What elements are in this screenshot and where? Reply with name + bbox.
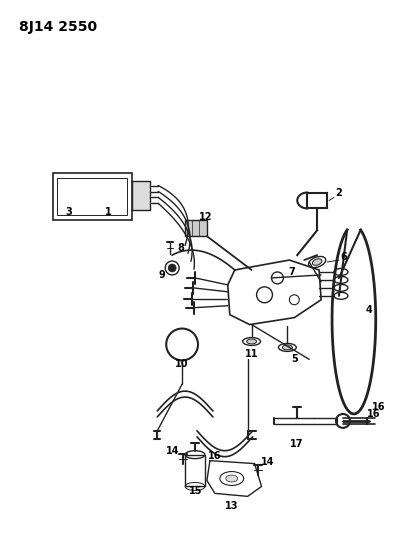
Text: 8: 8 (178, 243, 184, 253)
Text: 2: 2 (336, 188, 342, 198)
Bar (53, 173, 132, 220)
Text: 6: 6 (340, 252, 348, 262)
Text: 10: 10 (175, 359, 189, 369)
Text: 17: 17 (290, 439, 303, 449)
Text: 16: 16 (372, 402, 385, 412)
Ellipse shape (312, 259, 322, 265)
Bar (185, 220, 207, 236)
Text: 13: 13 (225, 502, 238, 511)
Text: 15: 15 (189, 487, 203, 496)
Text: 7: 7 (288, 267, 295, 277)
Bar (132, 181, 151, 211)
Bar (185, 455, 205, 487)
Text: 12: 12 (199, 212, 213, 222)
Text: 9: 9 (159, 270, 165, 280)
Ellipse shape (247, 339, 256, 344)
Text: 14: 14 (166, 446, 180, 456)
Text: 3: 3 (65, 207, 72, 217)
Text: 16: 16 (208, 451, 221, 461)
Ellipse shape (282, 345, 292, 350)
Text: 11: 11 (245, 349, 258, 359)
Text: 14: 14 (261, 457, 274, 466)
Text: 16: 16 (367, 409, 381, 419)
Text: 5: 5 (291, 354, 298, 365)
Circle shape (168, 264, 176, 272)
Bar (57, 177, 126, 215)
Text: 8J14 2550: 8J14 2550 (19, 20, 97, 34)
Text: 1: 1 (105, 207, 112, 217)
Ellipse shape (226, 475, 238, 482)
Text: 4: 4 (365, 305, 372, 314)
